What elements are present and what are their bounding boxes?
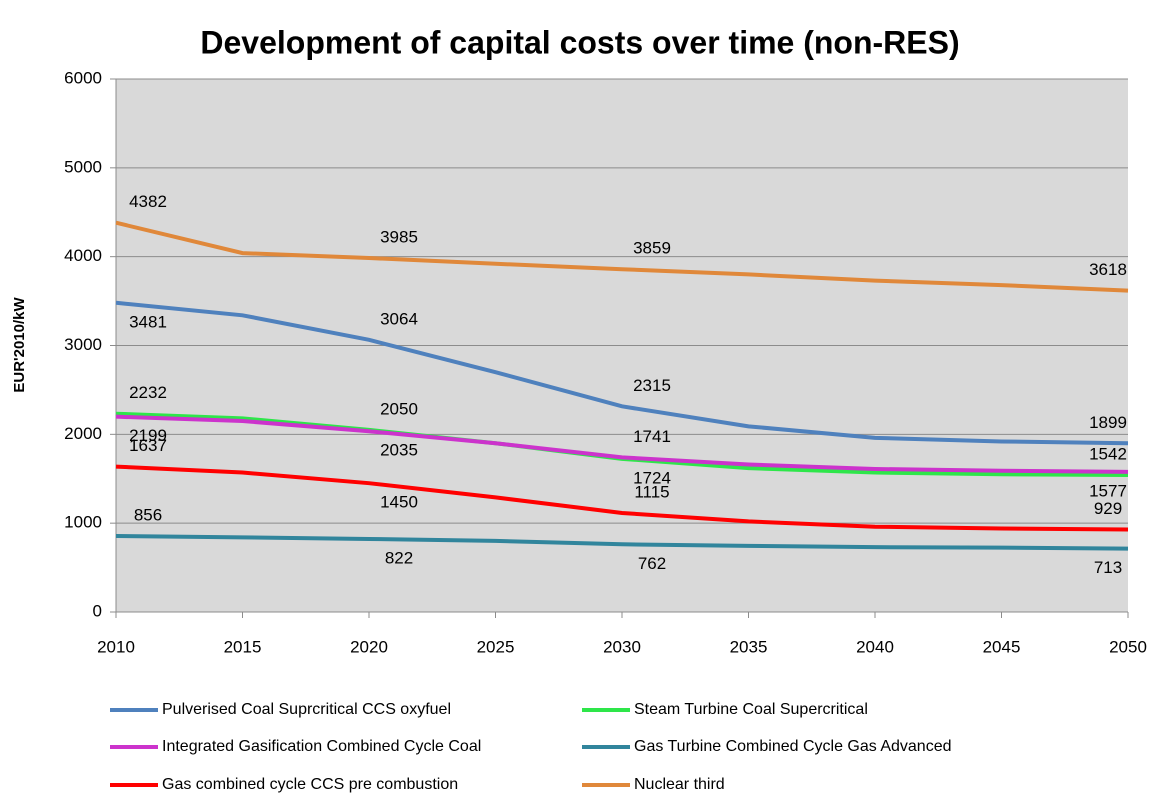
data-label: 1724 [633, 468, 671, 487]
data-label: 762 [638, 554, 666, 573]
y-tick-label: 2000 [64, 424, 102, 443]
legend-label: Gas combined cycle CCS pre combustion [162, 776, 458, 793]
data-label: 3985 [380, 227, 418, 246]
legend-label: Integrated Gasification Combined Cycle C… [162, 738, 481, 755]
data-label: 3064 [380, 309, 418, 328]
x-tick-label: 2030 [603, 637, 641, 656]
data-label: 2232 [129, 383, 167, 402]
data-label: 1577 [1089, 481, 1127, 500]
data-label: 1637 [129, 436, 167, 455]
series-line [115, 533, 1129, 551]
x-tick-label: 2040 [856, 637, 894, 656]
data-label: 2035 [380, 441, 418, 460]
y-tick-label: 4000 [64, 246, 102, 265]
x-tick-label: 2020 [350, 637, 388, 656]
data-label: 1450 [380, 493, 418, 512]
legend-label: Nuclear third [634, 776, 725, 793]
y-tick-label: 1000 [64, 513, 102, 532]
data-label: 1741 [633, 427, 671, 446]
x-tick-label: 2050 [1109, 637, 1147, 656]
data-label: 2315 [633, 376, 671, 395]
y-tick-label: 0 [93, 601, 102, 620]
data-label: 3481 [129, 312, 167, 331]
data-label: 1899 [1089, 413, 1127, 432]
data-label: 3859 [633, 239, 671, 258]
legend-label: Pulverised Coal Suprcritical CCS oxyfuel [162, 701, 451, 718]
legend-label: Steam Turbine Coal Supercritical [634, 701, 868, 718]
y-tick-label: 5000 [64, 157, 102, 176]
data-label: 2199 [129, 426, 167, 445]
x-tick-label: 2025 [477, 637, 515, 656]
data-label: 3618 [1089, 260, 1127, 279]
data-label: 1115 [634, 482, 669, 501]
y-axis-label: EUR'2010/kW [11, 297, 28, 393]
x-tick-label: 2035 [730, 637, 768, 656]
data-label: 4382 [129, 192, 167, 211]
data-label: 713 [1094, 558, 1122, 577]
legend-label: Gas Turbine Combined Cycle Gas Advanced [634, 738, 952, 755]
data-label: 856 [134, 505, 162, 524]
data-label: 929 [1094, 499, 1122, 518]
data-label: 2050 [380, 399, 418, 418]
x-tick-label: 2015 [224, 637, 262, 656]
series-line [115, 464, 1129, 532]
data-label: 822 [385, 548, 413, 567]
data-label: 1542 [1089, 445, 1127, 464]
series-line [115, 414, 1129, 474]
y-tick-label: 6000 [64, 68, 102, 87]
y-tick-label: 3000 [64, 335, 102, 354]
x-tick-label: 2045 [983, 637, 1021, 656]
chart-title: Development of capital costs over time (… [200, 24, 959, 60]
series-line [115, 300, 1129, 446]
series-line [115, 220, 1129, 293]
x-tick-label: 2010 [97, 637, 135, 656]
